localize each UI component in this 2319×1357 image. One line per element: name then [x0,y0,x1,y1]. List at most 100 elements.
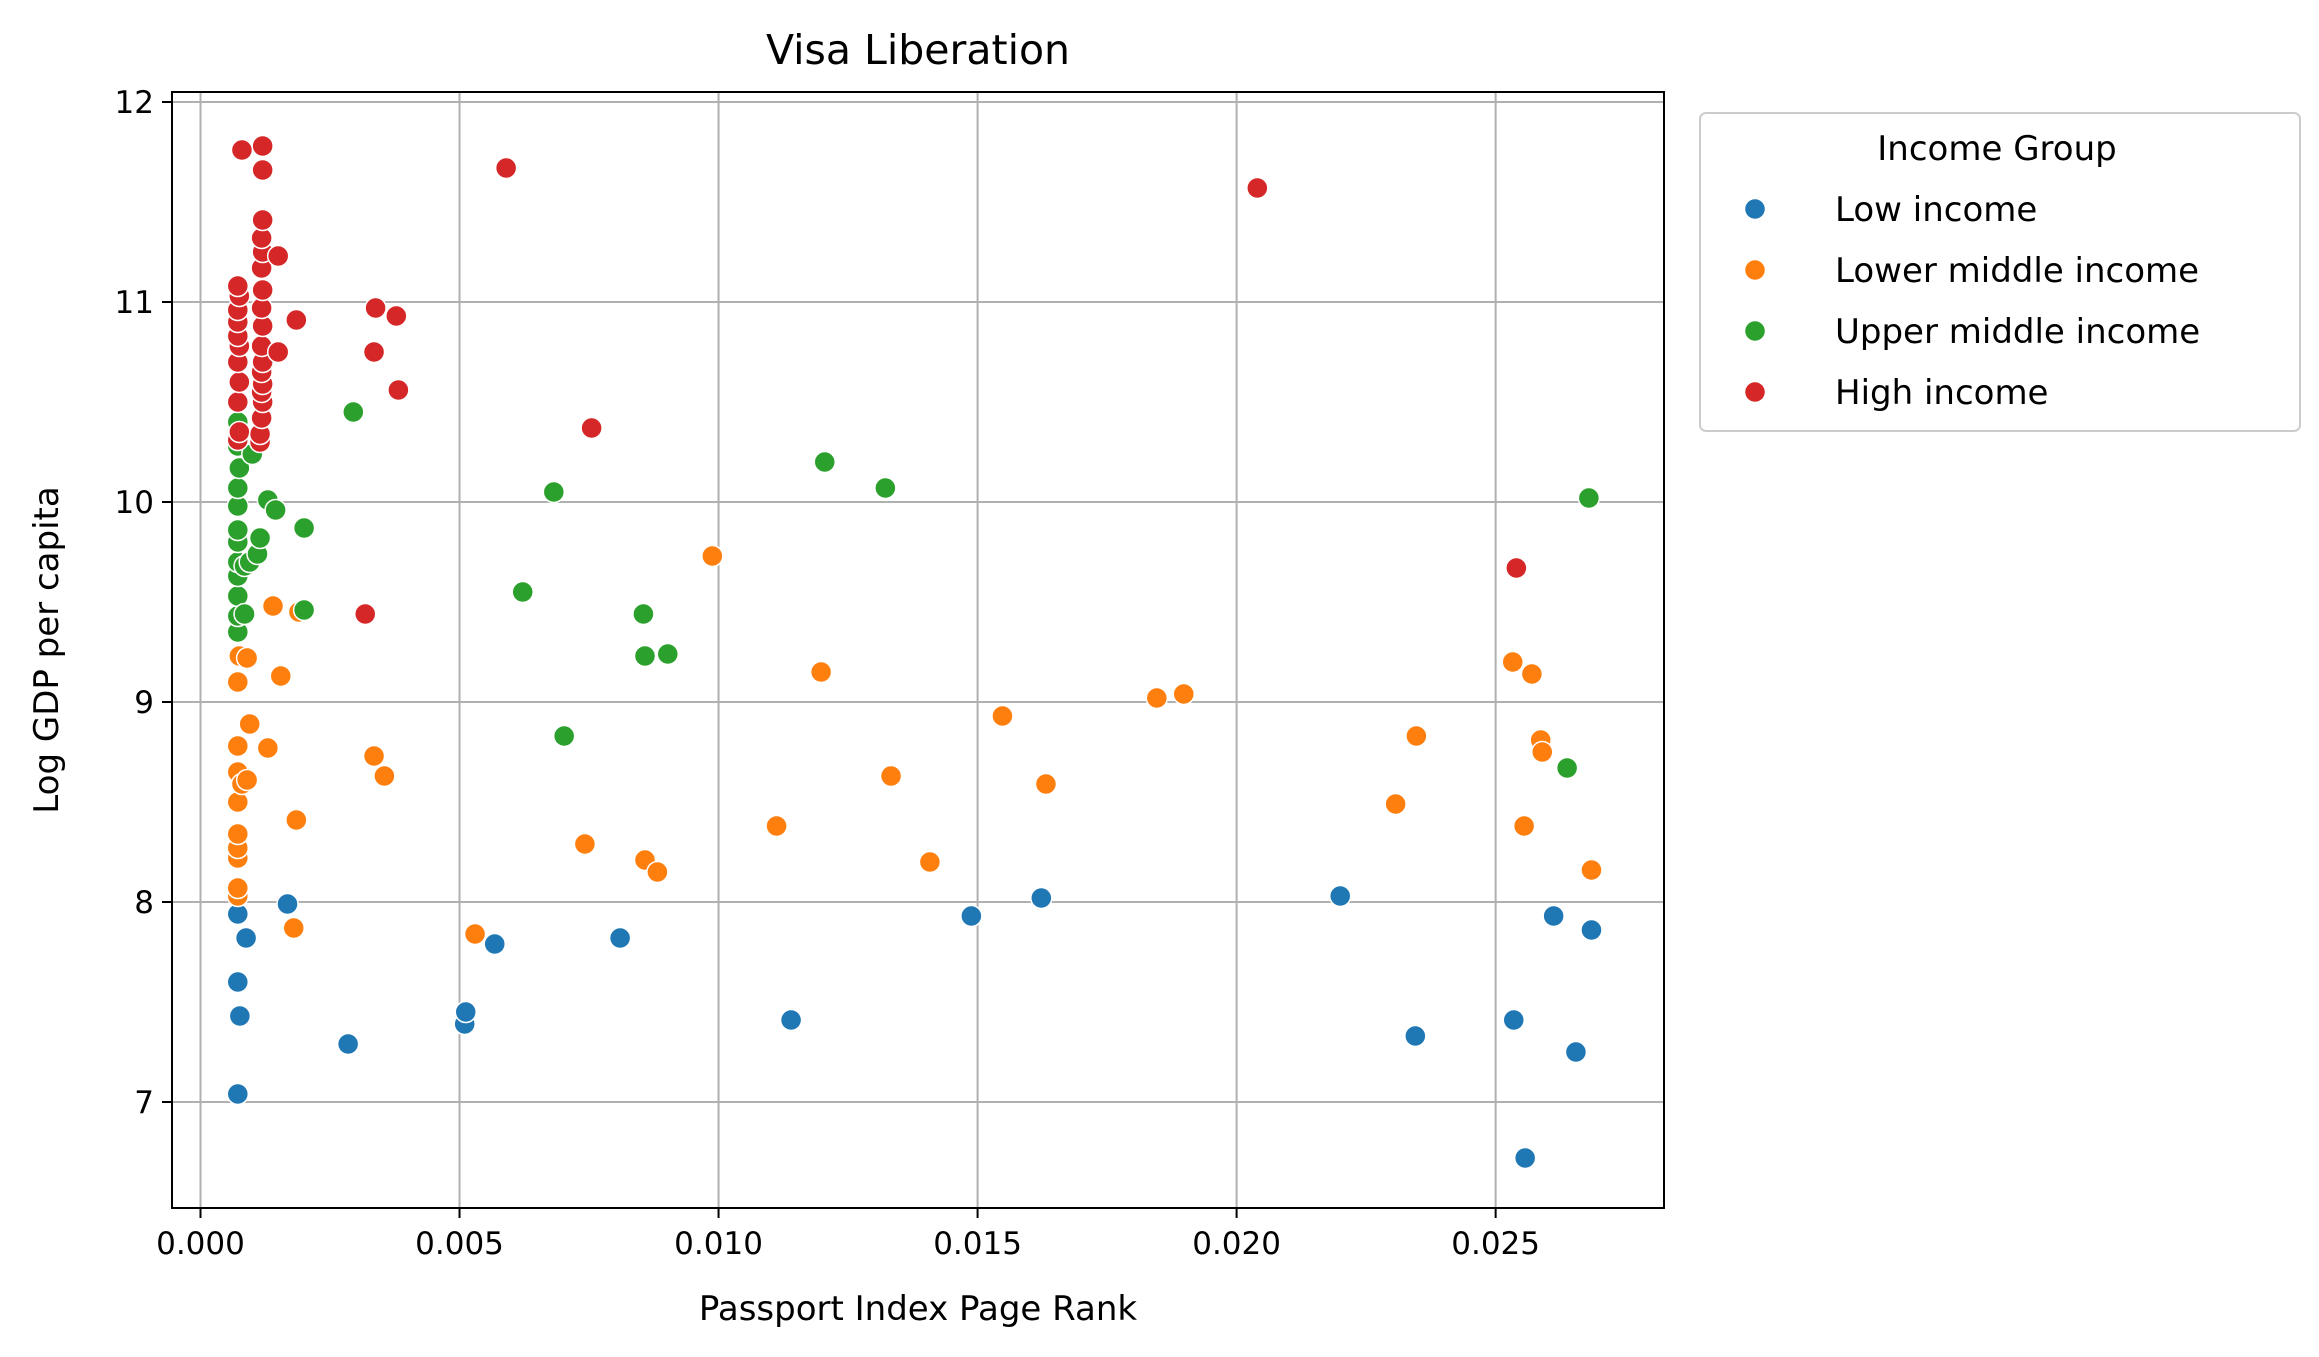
chart-title: Visa Liberation [766,26,1070,74]
data-point [809,660,833,684]
data-point [1404,1024,1427,1048]
data-point [813,450,836,474]
y-tick-label: 9 [134,685,154,721]
data-point [226,876,250,900]
data-point [233,602,256,626]
data-point [960,904,983,928]
data-point [552,724,576,748]
data-point [226,274,250,298]
legend-entry-label: Low income [1835,190,2037,230]
data-point [1172,682,1196,706]
legend-entry-label: High income [1835,373,2048,413]
data-point [266,244,290,268]
series-low-income [226,884,1603,1170]
legend-marker [1743,380,1767,404]
legend-entry-label: Lower middle income [1835,251,2199,291]
data-point [1405,724,1428,748]
data-point [1513,1146,1537,1170]
data-point [1580,858,1603,882]
data-point [385,304,408,328]
data-point [251,208,274,232]
data-point [1531,740,1554,764]
data-point [483,932,506,956]
data-point [251,158,274,182]
data-point [387,378,410,402]
legend-items: Low income Lower middle income Upper middl… [1743,190,2200,413]
data-point [282,916,305,940]
data-point [874,476,897,500]
legend: Income Group Low income Lower middle inco… [1699,112,2301,432]
x-tick-label: 0.000 [156,1226,245,1262]
data-point [292,598,316,622]
data-point [251,278,274,302]
data-point [226,390,250,414]
x-axis-label: Passport Index Page Rank [699,1289,1138,1329]
legend-marker [1743,197,1767,221]
data-point [228,420,251,444]
data-point [266,340,290,364]
data-point [235,646,259,670]
series-high-income [226,134,1528,626]
data-point [264,498,287,522]
data-point [1384,792,1407,816]
y-tick-label: 10 [115,485,154,521]
data-point [1520,662,1544,686]
data-point [701,544,724,568]
data-point [463,922,487,946]
data-point [918,850,942,874]
data-point [1502,1008,1526,1032]
data-point [226,670,250,694]
data-point [633,644,657,668]
data-point [991,704,1014,728]
data-point [226,1082,250,1106]
data-point [1246,176,1269,200]
data-point [226,476,250,500]
data-point [276,892,299,916]
y-tick-label: 7 [134,1085,154,1121]
y-tick-label: 12 [115,85,154,121]
x-axis-ticks: 0.000 0.005 0.010 0.015 0.020 0.025 [156,1208,1540,1262]
x-tick-label: 0.025 [1451,1226,1540,1262]
data-point [292,516,316,540]
data-point [646,860,669,884]
data-point [256,736,280,760]
series-upper-middle-income [226,400,1601,780]
data-point [1580,918,1603,942]
data-point [779,1008,803,1032]
data-point [226,734,250,758]
data-point [1145,686,1169,710]
legend-marker [1743,258,1767,282]
data-point [353,602,377,626]
legend-title: Income Group [1877,129,2116,169]
data-point [1512,814,1536,838]
data-point [573,832,597,856]
data-point [285,308,308,332]
data-point [656,642,680,666]
data-point [454,1000,477,1024]
series-lower-middle-income [226,544,1603,946]
x-tick-label: 0.010 [674,1226,763,1262]
data-point [230,138,254,162]
data-point [234,926,258,950]
data-point [238,712,261,736]
data-point [1505,556,1528,580]
y-tick-label: 8 [134,885,154,921]
y-axis-label: Log GDP per capita [27,486,67,813]
data-point [362,340,386,364]
data-point [1328,884,1352,908]
legend-entry-label: Upper middle income [1835,312,2200,352]
grid-lines [172,92,1664,1208]
data-point [228,456,251,480]
data-point [608,926,632,950]
data-points [226,134,1603,1170]
x-tick-label: 0.015 [933,1226,1022,1262]
data-point [1555,756,1579,780]
data-point [362,744,386,768]
data-point [261,594,285,618]
legend-marker [1743,319,1767,343]
data-point [1577,486,1601,510]
x-tick-label: 0.005 [415,1226,504,1262]
data-point [632,602,655,626]
data-point [285,808,308,832]
